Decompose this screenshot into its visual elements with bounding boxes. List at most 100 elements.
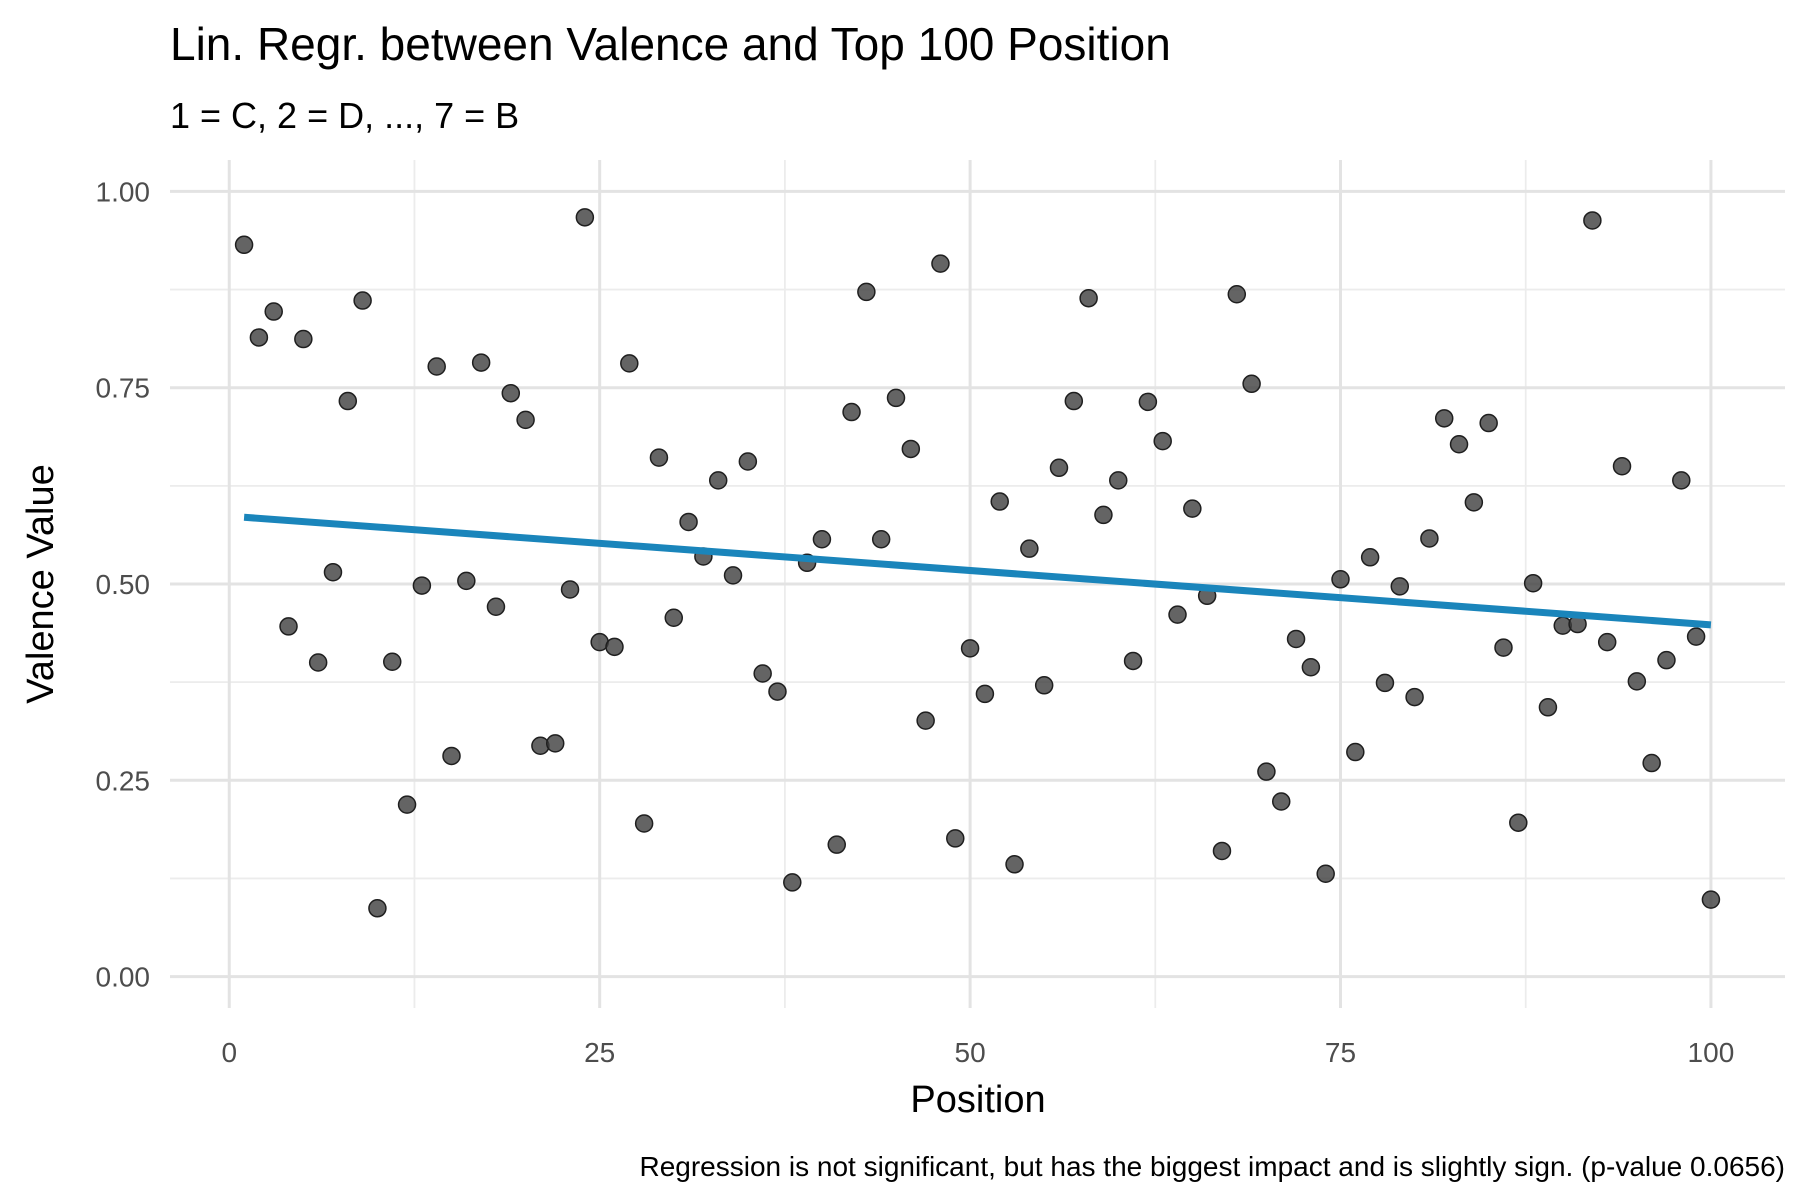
data-point [1627,672,1647,691]
data-point [768,682,787,701]
data-point [457,571,476,591]
y-tick-label: 1.00 [96,176,151,207]
x-axis-ticks: 0 25 50 75 100 [221,1037,1734,1068]
data-point [382,652,402,671]
x-tick-label: 75 [1325,1037,1356,1068]
data-point [1301,657,1321,677]
data-point [1286,629,1306,649]
data-point [649,448,669,467]
data-point [1227,285,1247,304]
data-point [353,291,372,310]
data-point [279,617,298,636]
data-point [545,734,565,753]
data-point [1346,742,1365,762]
data-point [442,746,461,766]
data-point [975,684,995,704]
data-point [783,873,802,892]
data-point [990,492,1009,511]
data-point [1538,698,1558,717]
data-point [1494,638,1513,657]
data-point [901,439,921,459]
data-point [501,383,521,403]
data-point [1657,650,1676,670]
data-point [960,639,980,658]
data-point [1583,211,1602,230]
chart-subtitle: 1 = C, 2 = D, ..., 7 = B [170,95,519,136]
data-point [1509,813,1528,832]
data-point [1449,434,1469,454]
data-point [1523,573,1543,593]
data-point [753,664,772,683]
data-point [1479,413,1498,433]
data-point [605,637,624,657]
data-point [1123,651,1143,671]
y-tick-label: 0.50 [96,569,151,600]
data-point [857,282,876,302]
data-point [368,899,387,918]
data-point [664,608,684,628]
data-point [1049,458,1069,478]
data-point [1005,855,1024,874]
data-point [916,711,935,730]
y-tick-label: 0.25 [96,765,151,796]
data-point [812,529,832,549]
x-tick-label: 25 [584,1037,615,1068]
data-point [294,329,313,349]
data-point [264,302,283,321]
data-point [1434,409,1454,428]
chart-caption: Regression is not significant, but has t… [639,1151,1785,1182]
data-point [1597,632,1617,652]
data-point [723,566,743,585]
data-point [338,391,358,411]
data-point [1331,570,1350,589]
regression-line-group [243,513,1712,629]
data-point [412,576,432,595]
data-point [1701,890,1721,909]
x-axis-title: Position [910,1079,1045,1121]
data-point [486,597,506,617]
data-point [886,388,906,408]
x-tick-label: 100 [1688,1037,1735,1068]
data-point [1257,762,1276,781]
data-point [560,580,580,599]
data-point [1153,431,1172,451]
data-point [1020,539,1039,558]
data-point [1109,471,1128,490]
grid [170,160,1785,1008]
data-point [575,208,595,227]
y-axis-title: Valence Value [20,464,62,703]
data-point [1390,577,1410,596]
data-point [931,254,950,273]
data-points [234,208,1721,918]
data-point [708,471,728,490]
chart-title: Lin. Regr. between Valence and Top 100 P… [170,18,1171,70]
y-tick-label: 0.75 [96,373,151,404]
data-point [1672,471,1691,490]
data-point [1183,499,1202,518]
data-point [1420,529,1439,548]
data-point [249,328,269,347]
data-point [1212,841,1232,861]
data-point [427,357,446,376]
data-point [1079,288,1098,308]
data-point [1094,505,1113,525]
data-point [1271,792,1291,811]
data-point [516,410,535,430]
data-point [1360,548,1380,567]
data-point [308,653,328,672]
data-point [1138,392,1158,412]
data-point [1242,374,1261,394]
x-tick-label: 0 [221,1037,237,1068]
data-point [1686,627,1706,646]
data-point [1375,673,1395,693]
data-point [679,512,698,532]
x-tick-label: 50 [955,1037,986,1068]
data-point [827,835,846,854]
data-point [842,402,861,422]
data-point [1168,605,1187,624]
data-point [1464,493,1484,512]
data-point [1405,687,1424,707]
data-point [234,235,254,255]
data-point [871,529,891,549]
